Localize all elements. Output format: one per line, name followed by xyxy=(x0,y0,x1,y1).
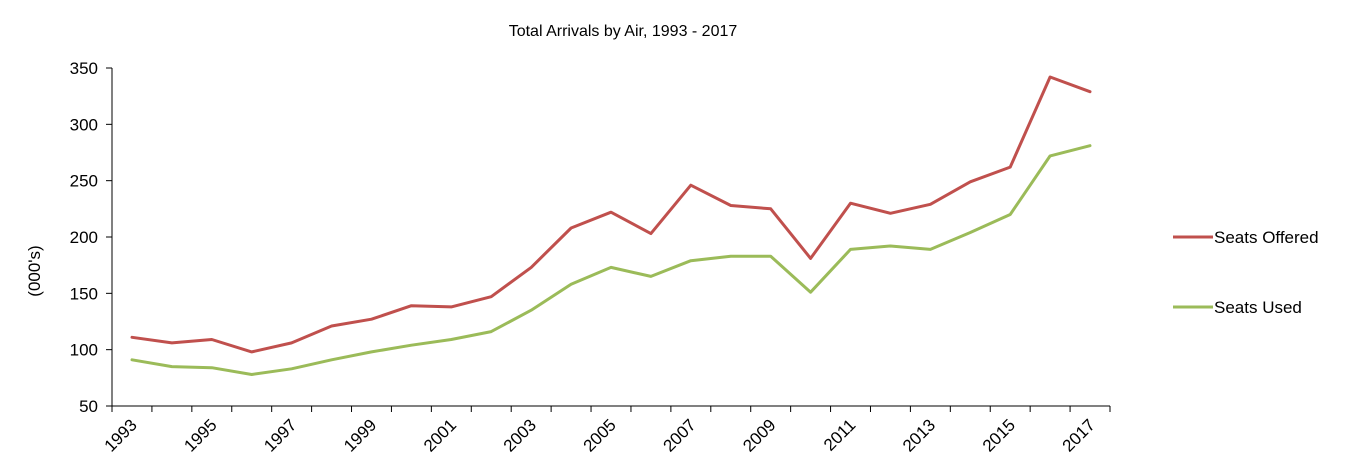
legend-label-seats-used: Seats Used xyxy=(1214,298,1302,317)
x-tick-label: 2007 xyxy=(659,415,699,455)
x-tick-label: 2005 xyxy=(580,415,620,455)
y-tick-label: 300 xyxy=(70,115,98,134)
x-tick-label: 2013 xyxy=(899,415,939,455)
y-axis-ticks: 50 100 150 200 250 300 350 xyxy=(70,59,112,416)
chart-title: Total Arrivals by Air, 1993 - 2017 xyxy=(509,23,738,40)
y-tick-label: 350 xyxy=(70,59,98,78)
series-line-seats-offered xyxy=(130,75,1092,354)
y-tick-label: 150 xyxy=(70,284,98,303)
x-tick-label: 2003 xyxy=(500,415,540,455)
y-tick-label: 250 xyxy=(70,172,98,191)
legend: Seats Offered Seats Used xyxy=(1173,228,1319,317)
x-axis-ticks: 1993 1995 1997 1999 2001 2003 2005 2007 2009 2011… xyxy=(101,406,1111,456)
x-tick-label: 2015 xyxy=(979,415,1019,455)
x-tick-label: 2011 xyxy=(820,415,859,454)
y-tick-label: 50 xyxy=(79,397,98,416)
y-axis-title: (000's) xyxy=(25,245,44,296)
series-lines xyxy=(130,75,1092,376)
x-tick-label: 1999 xyxy=(340,415,380,455)
y-tick-label: 200 xyxy=(70,228,98,247)
series-line-seats-used xyxy=(130,144,1092,376)
y-tick-label: 100 xyxy=(70,341,98,360)
x-tick-label: 2001 xyxy=(420,415,460,455)
x-tick-label: 1997 xyxy=(260,415,300,455)
legend-label-seats-offered: Seats Offered xyxy=(1214,228,1319,247)
x-tick-label: 2017 xyxy=(1059,415,1099,455)
x-tick-label: 1993 xyxy=(101,415,141,455)
x-tick-label: 2009 xyxy=(739,415,779,455)
x-tick-label: 1995 xyxy=(180,415,220,455)
